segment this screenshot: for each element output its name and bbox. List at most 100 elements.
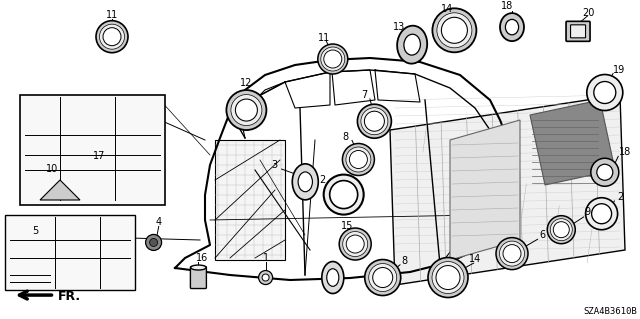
Text: 19: 19 [613, 64, 626, 75]
Circle shape [553, 222, 570, 238]
Circle shape [99, 24, 125, 49]
Circle shape [432, 262, 464, 293]
Text: 2: 2 [319, 175, 325, 185]
Circle shape [361, 108, 388, 135]
Text: 1: 1 [263, 253, 269, 263]
Text: 8: 8 [342, 132, 349, 142]
Ellipse shape [191, 265, 206, 270]
Circle shape [103, 28, 121, 46]
Circle shape [32, 252, 38, 259]
Circle shape [364, 111, 385, 131]
Text: 8: 8 [401, 256, 408, 266]
Circle shape [61, 155, 90, 183]
Text: 18: 18 [501, 1, 514, 11]
Circle shape [127, 161, 143, 177]
Circle shape [82, 142, 98, 158]
Circle shape [330, 181, 358, 209]
FancyBboxPatch shape [5, 215, 135, 290]
Circle shape [587, 75, 623, 110]
FancyBboxPatch shape [191, 267, 206, 288]
Circle shape [124, 158, 145, 180]
Circle shape [357, 104, 392, 138]
Circle shape [28, 248, 42, 262]
Circle shape [346, 147, 371, 172]
Text: 18: 18 [618, 147, 631, 158]
Text: 3: 3 [271, 160, 277, 170]
Polygon shape [390, 95, 625, 285]
Text: 16: 16 [195, 253, 208, 263]
Circle shape [339, 228, 371, 260]
Circle shape [591, 204, 612, 224]
Ellipse shape [298, 172, 312, 192]
Ellipse shape [404, 34, 420, 55]
Circle shape [503, 245, 521, 263]
Text: 14: 14 [440, 4, 453, 14]
Circle shape [86, 146, 94, 154]
Text: 10: 10 [46, 164, 59, 174]
Circle shape [127, 167, 133, 173]
Circle shape [591, 158, 619, 186]
Text: 9: 9 [584, 207, 591, 217]
Ellipse shape [292, 164, 318, 200]
Circle shape [594, 82, 616, 103]
FancyBboxPatch shape [566, 21, 590, 41]
Circle shape [437, 13, 472, 48]
Text: 4: 4 [156, 217, 162, 227]
Circle shape [369, 263, 397, 292]
Circle shape [596, 164, 613, 180]
Circle shape [428, 257, 468, 298]
Text: 6: 6 [540, 230, 546, 240]
Text: FR.: FR. [58, 290, 81, 303]
Circle shape [496, 238, 528, 270]
Text: 7: 7 [362, 90, 368, 100]
Polygon shape [40, 180, 80, 200]
Ellipse shape [506, 19, 518, 35]
Circle shape [33, 108, 57, 132]
Circle shape [262, 274, 269, 281]
Text: 20: 20 [582, 8, 595, 18]
Circle shape [236, 99, 257, 121]
Circle shape [346, 235, 364, 253]
Circle shape [324, 174, 364, 215]
Circle shape [442, 17, 467, 43]
Circle shape [436, 265, 460, 290]
FancyBboxPatch shape [570, 25, 586, 38]
Text: 13: 13 [393, 22, 406, 32]
Text: 17: 17 [93, 151, 106, 161]
Text: 12: 12 [240, 78, 253, 88]
Circle shape [68, 161, 83, 177]
Text: 11: 11 [317, 33, 330, 43]
Text: 11: 11 [106, 10, 118, 20]
Circle shape [342, 144, 374, 175]
Circle shape [150, 238, 157, 247]
Ellipse shape [500, 13, 524, 41]
Circle shape [499, 241, 525, 266]
Ellipse shape [327, 269, 339, 286]
Circle shape [96, 21, 128, 53]
Circle shape [231, 94, 262, 126]
Text: 2: 2 [618, 192, 624, 202]
Text: SZA4B3610B: SZA4B3610B [583, 307, 637, 315]
Circle shape [547, 216, 575, 244]
Circle shape [124, 164, 136, 176]
Circle shape [324, 50, 342, 68]
Ellipse shape [397, 26, 427, 63]
Text: 14: 14 [468, 254, 481, 264]
Circle shape [259, 271, 273, 285]
Circle shape [550, 219, 572, 241]
Circle shape [120, 155, 148, 183]
Polygon shape [530, 100, 615, 185]
Text: 5: 5 [32, 226, 38, 236]
Ellipse shape [322, 262, 344, 293]
Circle shape [318, 44, 348, 74]
Circle shape [321, 47, 345, 71]
Circle shape [365, 260, 401, 295]
Circle shape [39, 114, 51, 126]
Circle shape [372, 268, 393, 287]
Text: 15: 15 [341, 221, 354, 231]
Circle shape [586, 198, 618, 230]
FancyBboxPatch shape [20, 95, 165, 205]
Circle shape [433, 8, 476, 52]
Circle shape [146, 234, 161, 250]
Polygon shape [215, 140, 285, 260]
